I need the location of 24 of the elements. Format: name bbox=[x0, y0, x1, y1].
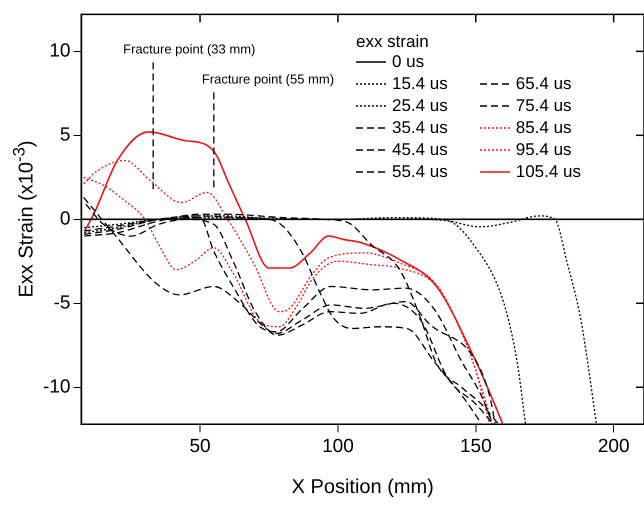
legend-label: 95.4 us bbox=[516, 140, 572, 160]
legend-label: 75.4 us bbox=[516, 96, 572, 116]
x-tick-label: 150 bbox=[460, 436, 492, 457]
legend-label: 45.4 us bbox=[392, 140, 448, 160]
y-tick-label: -5 bbox=[54, 292, 70, 314]
ref-line-label: Fracture point (55 mm) bbox=[202, 71, 334, 86]
x-axis-title: X Position (mm) bbox=[292, 476, 434, 500]
legend-label: 15.4 us bbox=[392, 74, 448, 94]
legend-label: 105.4 us bbox=[516, 162, 581, 182]
y-tick-label: 5 bbox=[60, 124, 70, 146]
ref-line-label: Fracture point (33 mm) bbox=[123, 41, 256, 56]
legend-label: 35.4 us bbox=[392, 118, 448, 138]
y-tick-label: 0 bbox=[60, 208, 70, 230]
x-tick-label: 50 bbox=[189, 436, 211, 457]
legend-label: 85.4 us bbox=[516, 118, 572, 138]
x-tick-label: 200 bbox=[598, 436, 630, 457]
y-tick-label: 10 bbox=[49, 40, 70, 62]
legend-label: 55.4 us bbox=[392, 162, 448, 182]
legend-label: 25.4 us bbox=[392, 96, 448, 116]
legend-label: 65.4 us bbox=[516, 74, 572, 94]
y-tick-label: -10 bbox=[42, 376, 70, 398]
legend-label: 0 us bbox=[392, 52, 424, 72]
legend-title: exx strain bbox=[356, 32, 430, 52]
x-tick-label: 100 bbox=[322, 436, 354, 457]
